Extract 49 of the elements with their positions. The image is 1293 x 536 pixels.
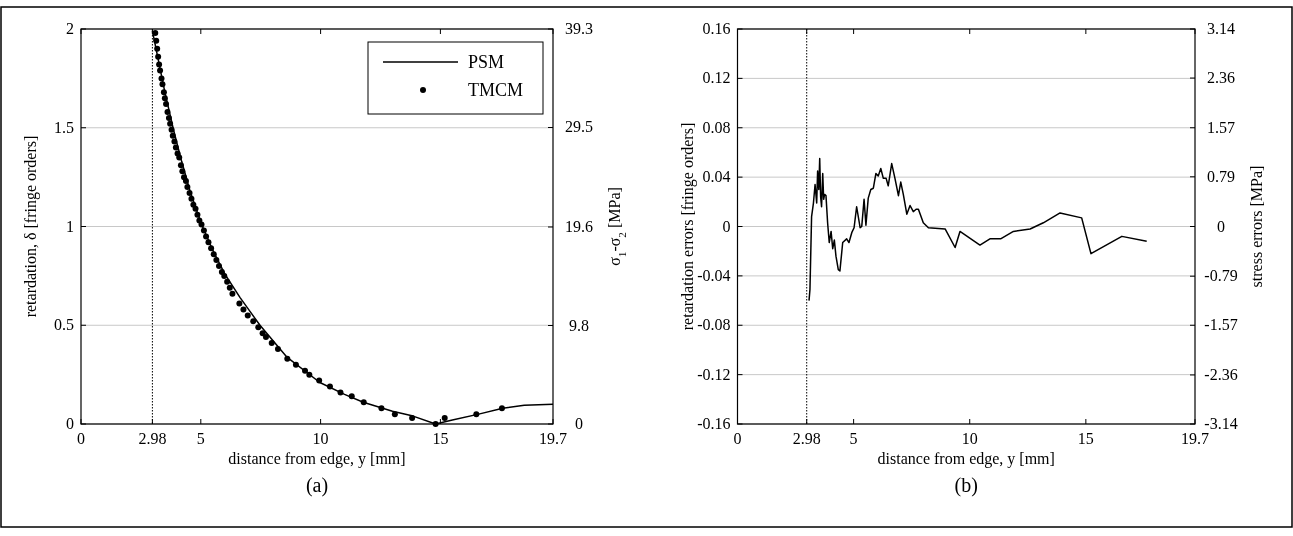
y-tick-label: -0.08	[697, 316, 731, 334]
text: (a)	[305, 474, 329, 497]
y-tick-label: 0	[722, 217, 731, 235]
y-tick-label: 1.5	[54, 118, 74, 136]
y-tick-label: 0.04	[702, 168, 731, 186]
y-tick-label: -0.16	[697, 415, 731, 432]
y2-axis-title: stress errors [MPa]	[1248, 165, 1265, 288]
y-tick-label: 2	[66, 20, 74, 37]
y-tick-label: 0.08	[702, 118, 731, 136]
x-tick-label: 10	[961, 430, 978, 447]
y-tick-label: 1	[66, 217, 74, 235]
x-tick-label: 0	[77, 430, 85, 447]
x-tick-label: 0	[733, 430, 742, 447]
y-tick-label: -0.12	[697, 365, 731, 383]
y-axis-title: retardation, δ [fringe orders]	[22, 135, 40, 318]
y2-tick-label: -2.36	[1204, 365, 1238, 383]
x-tick-label: 15	[432, 430, 449, 447]
y2-tick-label: 1.57	[1207, 118, 1235, 136]
x-tick-label: 19.7	[539, 430, 567, 447]
y2-tick-label: 39.3	[565, 20, 593, 37]
y2-tick-label: 29.5	[565, 118, 593, 136]
x-axis-title: distance from edge, y [mm]	[228, 450, 406, 468]
y2-tick-label: 9.8	[569, 316, 589, 334]
legend-label: PSM	[468, 52, 505, 72]
x-tick-label: 5	[849, 430, 858, 447]
y2-tick-label: 19.6	[565, 218, 593, 235]
y-tick-label: 0	[66, 415, 74, 432]
y2-tick-label: -1.57	[1204, 316, 1238, 334]
x-tick-label: 15	[1077, 430, 1094, 447]
x-tick-label: 10	[312, 430, 329, 447]
x-tick-label: 2.98	[792, 430, 821, 447]
text: (b)	[954, 474, 978, 497]
y2-tick-label: 0.79	[1207, 167, 1235, 185]
x-tick-label: 19.7	[1181, 430, 1209, 447]
x-tick-label: 5	[196, 430, 205, 447]
y-tick-label: 0.12	[702, 69, 731, 87]
x-tick-label: 2.98	[138, 430, 167, 447]
y2-tick-label: 0	[575, 415, 583, 432]
y2-tick-label: -0.79	[1204, 267, 1238, 285]
y2-tick-label: 0	[1217, 217, 1225, 235]
legend-label: TMCM	[468, 80, 524, 100]
y2-tick-label: 3.14	[1207, 20, 1235, 37]
y-tick-label: -0.04	[697, 266, 731, 284]
y-axis-title: retardation errors [fringe orders]	[678, 122, 697, 331]
x-axis-title: distance from edge, y [mm]	[877, 450, 1055, 468]
y-tick-label: 0.16	[702, 20, 731, 37]
y-tick-label: 0.5	[54, 316, 74, 334]
y2-tick-label: -3.14	[1204, 415, 1238, 432]
y2-tick-label: 2.36	[1207, 69, 1235, 87]
